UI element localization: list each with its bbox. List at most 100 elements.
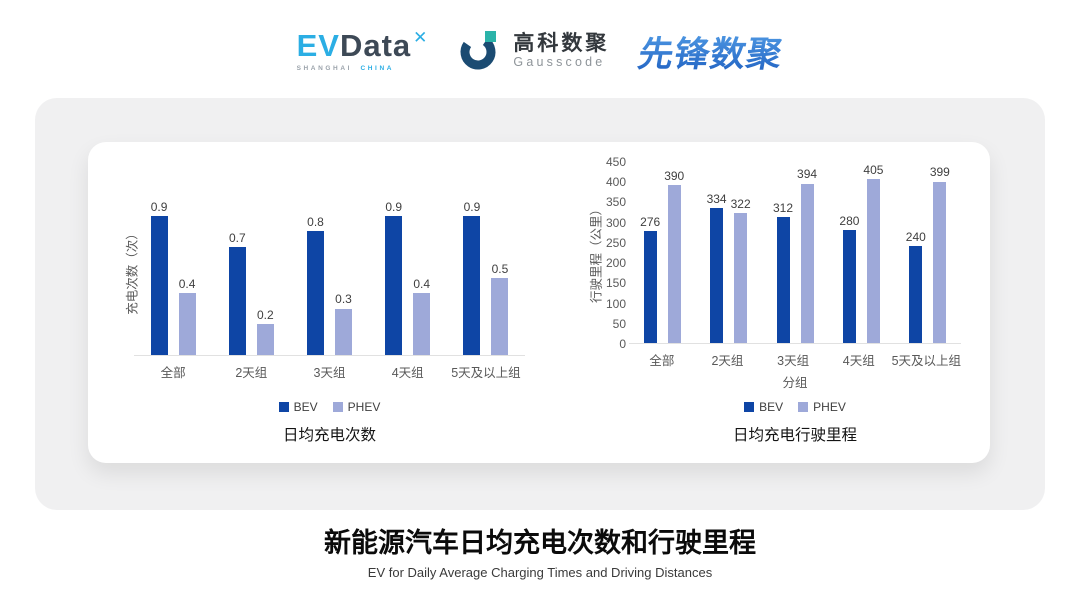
bar-bev [909,245,923,343]
bar-bev [710,207,724,343]
y-tick-label: 0 [619,337,626,351]
bar-with-label: 394 [797,168,817,343]
pioneer-logo: 先锋数聚 [635,26,788,77]
bar-with-label: 0.3 [335,293,352,355]
evdata-wordmark: EVData ✕ [296,28,429,63]
legend-label-bev: BEV [759,400,784,414]
bar-with-label: 0.4 [178,277,196,355]
bar-value-label: 0.3 [335,292,352,307]
bar-bev [150,215,168,355]
bar-value-label: 0.2 [256,307,274,322]
chart-daily-driving-distance: 行驶里程（公里） 0 50 100 150 200 250 300 350 400 450 276… [586,155,982,462]
bar-with-label: 0.9 [463,199,481,355]
bar-phev [866,179,880,343]
bar-group: 276 390 [629,169,695,343]
x-tick-label: 2天组 [711,354,744,368]
bar-with-label: 390 [664,169,685,343]
bar-phev [734,212,748,343]
evdata-star-icon: ✕ [413,28,429,47]
bar-with-label: 312 [773,201,793,343]
bar-value-label: 0.9 [385,199,403,214]
bar-group: 240 399 [895,166,961,343]
bar-bev [385,215,403,355]
bar-with-label: 280 [839,213,860,343]
y-tick-label: 200 [605,256,626,271]
gausscode-g-icon [460,31,497,70]
bar-phev [933,181,947,343]
bar-with-label: 0.2 [256,307,274,355]
y-tick-label: 300 [605,215,626,230]
bar-phev [800,183,814,343]
bar-value-label: 394 [797,167,818,182]
bar-group: 0.9 0.5 [447,199,525,355]
x-tick-label: 5天及以上组 [451,366,521,380]
gausscode-logo: 高科数聚 Gausscode [458,28,609,74]
outer-gray-card: 充电次数（次） 0.9 0.4 0.7 0.2 0.8 0.3 0.9 0.4 0.9 0.5 全… [35,98,1045,510]
bar-value-label: 0.4 [413,277,431,292]
gausscode-wordmark: 高科数聚 Gausscode [513,32,609,70]
evdata-logo: EVData ✕ SHANGHAI CHINA [296,28,429,72]
bar-with-label: 0.9 [150,199,168,355]
bar-value-label: 0.9 [463,199,481,214]
legend-swatch-bev [744,402,755,412]
bar-with-label: 405 [863,163,883,343]
legend-swatch-phev [332,402,343,412]
bar-with-label: 0.9 [385,199,403,355]
gausscode-en-text: Gausscode [513,55,606,70]
bar-group: 0.8 0.3 [290,216,368,355]
x-tick-label: 全部 [649,354,675,368]
bar-with-label: 0.8 [307,216,324,355]
bar-phev [256,324,274,355]
bar-value-label: 322 [730,196,751,211]
x-tick-label: 3天组 [313,366,346,380]
bar-value-label: 280 [839,213,860,228]
legend-swatch-phev [798,402,809,412]
bar-bev [643,231,657,343]
x-axis-title: 分组 [782,376,808,390]
chart-legend: BEV PHEV [629,400,961,414]
legend-label-bev: BEV [293,400,318,414]
bar-group: 0.7 0.2 [212,231,290,355]
chart-title: 日均充电行驶里程 [732,427,857,444]
bar-phev [335,308,352,355]
x-tick-label: 4天组 [391,366,424,380]
bar-with-label: 240 [906,230,926,343]
evdata-tagline-china: CHINA [360,65,395,72]
y-tick-label: 150 [605,276,626,291]
bar-with-label: 399 [930,166,950,343]
bar-with-label: 334 [706,191,727,343]
y-tick-label: 50 [612,316,626,331]
bar-bev [307,231,324,355]
logo-header: EVData ✕ SHANGHAI CHINA 高科数聚 Gausscode 先锋… [0,18,1080,84]
x-tick-label: 3天组 [777,354,810,368]
y-tick-label: 400 [605,175,626,190]
bar-phev [667,185,681,343]
evdata-data-text: Data [339,28,412,63]
evdata-tagline-shanghai: SHANGHAI [296,65,353,72]
y-tick-label: 350 [605,195,626,210]
gausscode-cn-text: 高科数聚 [513,31,610,55]
bar-value-label: 0.9 [150,199,168,214]
evdata-ev-text: EV [296,28,340,63]
legend-label-phev: PHEV [347,400,381,414]
bar-phev [178,293,196,355]
bar-value-label: 334 [706,191,727,206]
plot-area: 276 390 334 322 312 394 280 405 240 399 [629,162,961,344]
y-tick-label: 250 [605,235,626,250]
bar-value-label: 399 [929,165,950,180]
x-tick-label: 4天组 [842,354,875,368]
x-axis-labels: 全部 2天组 3天组 4天组 5天及以上组 [629,350,961,369]
bar-bev [842,229,856,343]
bar-bev [776,216,790,343]
x-tick-label: 2天组 [235,366,268,380]
bar-with-label: 0.7 [228,231,246,355]
bar-value-label: 390 [664,169,685,184]
bar-group: 312 394 [762,168,828,343]
bar-with-label: 0.4 [413,277,431,355]
inner-white-card: 充电次数（次） 0.9 0.4 0.7 0.2 0.8 0.3 0.9 0.4 0.9 0.5 全… [88,142,990,463]
x-tick-label: 5天及以上组 [891,354,962,368]
bar-with-label: 0.5 [491,262,509,355]
chart-daily-charging-times: 充电次数（次） 0.9 0.4 0.7 0.2 0.8 0.3 0.9 0.4 0.9 0.5 全… [110,162,546,462]
bar-group: 334 322 [695,191,761,343]
